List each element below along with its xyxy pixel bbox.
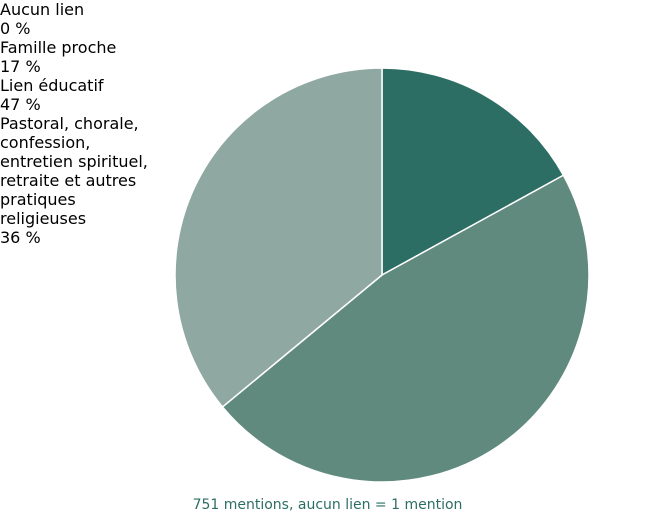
chart-note: 751 mentions, aucun lien = 1 mention: [192, 497, 463, 513]
value-label: 0 %: [0, 19, 31, 38]
category-name: Aucun lien: [0, 0, 85, 19]
value-label: 47 %: [0, 95, 41, 114]
slice-label: Aucun lien 0 %: [0, 0, 655, 38]
pie-slice: [381, 67, 565, 277]
value-label: 17 %: [0, 57, 41, 76]
category-name: Lien éducatif: [0, 76, 104, 95]
category-name: Famille proche: [0, 38, 117, 57]
pie-slice: [221, 174, 590, 483]
category-name: Pastoral, chorale, confession, entretien…: [0, 114, 148, 228]
slice-label: Lien éducatif 47 %: [0, 76, 655, 114]
pie-slice: [174, 67, 383, 409]
slice-label: Famille proche 17 %: [0, 38, 655, 76]
slice-label: Pastoral, chorale, confession, entretien…: [0, 114, 165, 247]
value-label: 36 %: [0, 228, 41, 247]
